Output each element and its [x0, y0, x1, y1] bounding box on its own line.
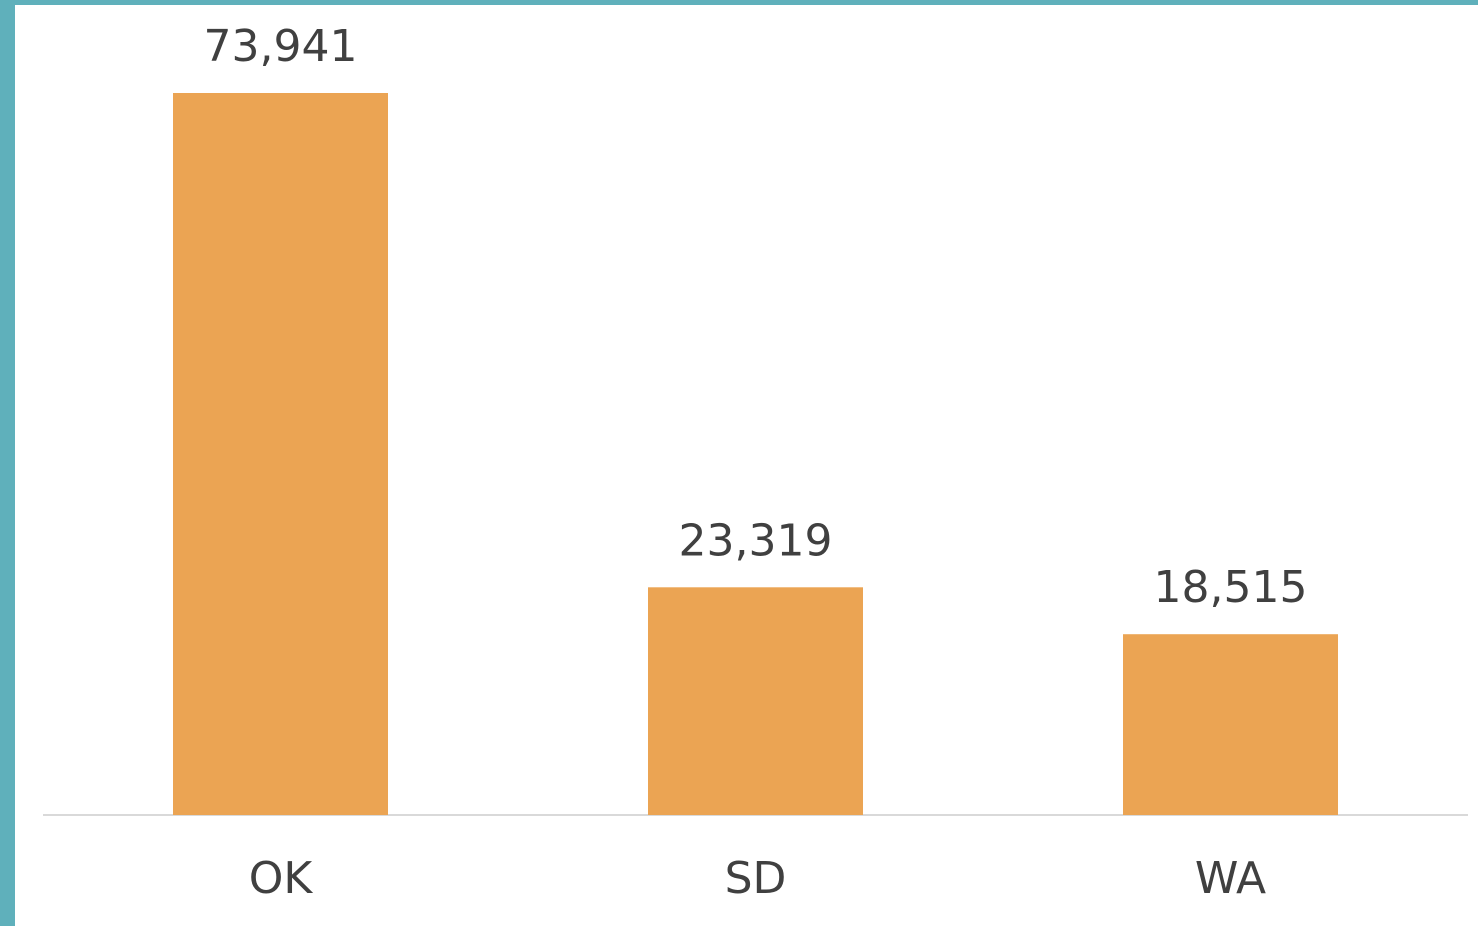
bar — [1123, 634, 1338, 815]
x-tick-label: SD — [725, 853, 787, 904]
data-label: 18,515 — [1154, 562, 1308, 613]
x-tick-label: WA — [1195, 853, 1266, 904]
bar — [173, 93, 388, 815]
chart: 73,941 OK 23,319 SD 18,515 WA — [15, 5, 1478, 926]
data-label: 23,319 — [679, 515, 833, 566]
x-tick-label: OK — [249, 853, 314, 904]
data-label: 73,941 — [204, 21, 358, 72]
bar — [648, 587, 863, 815]
